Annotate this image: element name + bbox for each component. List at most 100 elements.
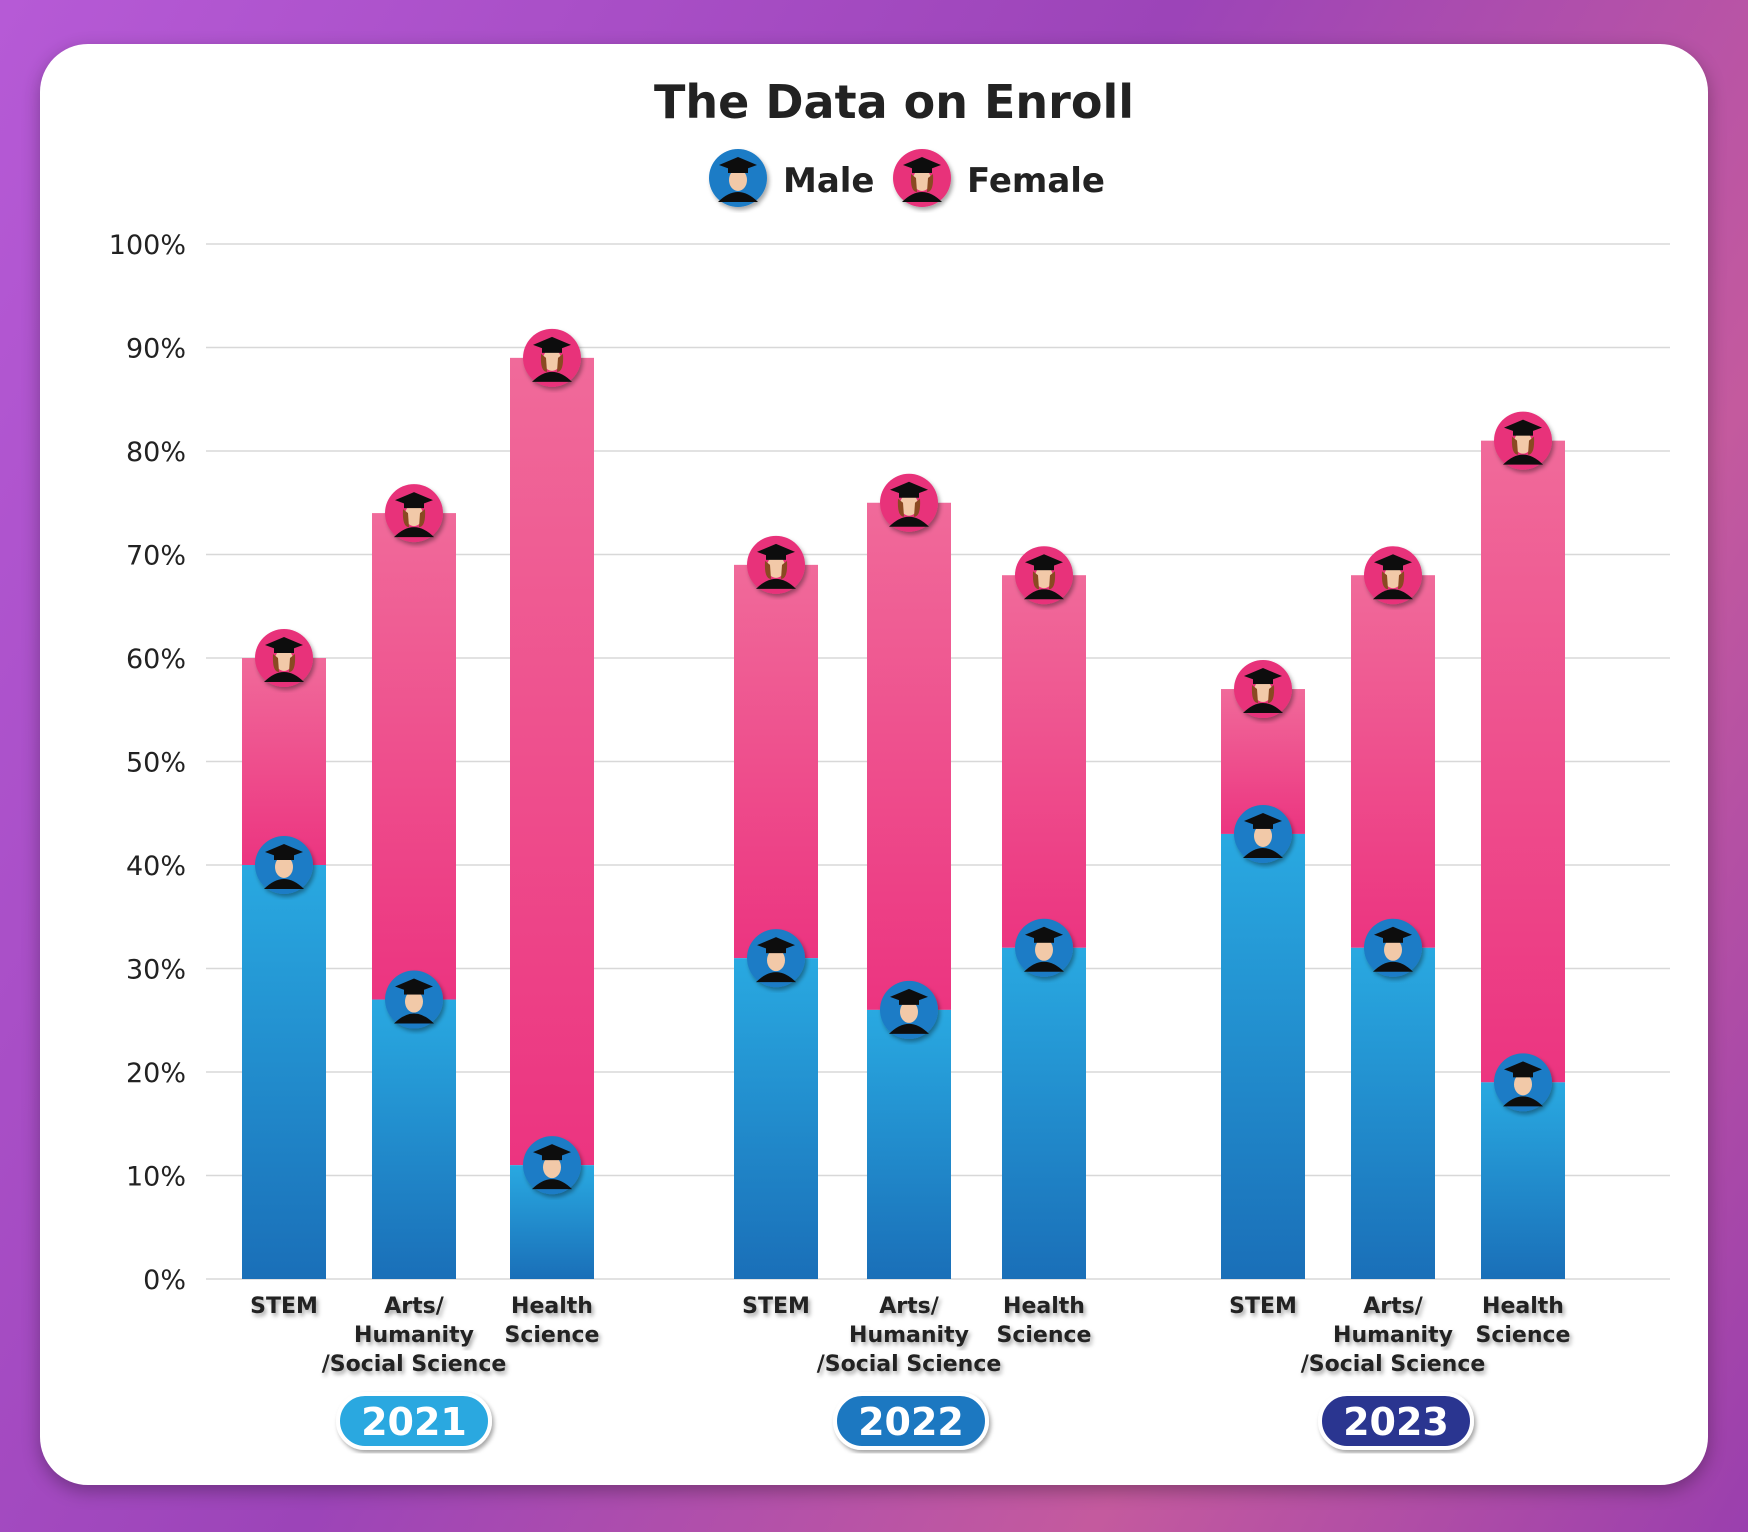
female-graduate-icon xyxy=(1494,411,1552,470)
female-graduate-icon-cap-band xyxy=(1253,678,1273,685)
chart-title: The Data on Enroll xyxy=(654,75,1134,129)
male-graduate-icon-body xyxy=(889,1023,929,1034)
female-graduate-icon-cap-band xyxy=(404,502,424,509)
male-graduate-icon-body xyxy=(1243,847,1283,858)
year-label: 2023 xyxy=(1343,1400,1449,1444)
bar-male xyxy=(867,1009,951,1279)
male-graduate-icon-body xyxy=(718,192,758,202)
x-tick-label: Science xyxy=(505,1323,600,1348)
male-graduate-icon-face xyxy=(1254,824,1272,847)
female-graduate-icon-body xyxy=(394,527,434,538)
female-graduate-icon xyxy=(1015,546,1073,605)
male-graduate-icon-body xyxy=(1503,1096,1543,1107)
x-tick-label: Health xyxy=(1003,1294,1085,1319)
male-graduate-icon xyxy=(385,970,443,1029)
male-graduate-icon-cap-band xyxy=(1513,1071,1533,1078)
x-tick-label: STEM xyxy=(250,1294,318,1319)
x-tick-label: Arts/ xyxy=(879,1294,939,1319)
female-graduate-icon-cap-band xyxy=(1383,564,1403,571)
bars: STEM Arts/Humanity/Social Science Health Sc… xyxy=(242,328,1570,1450)
female-graduate-icon-face xyxy=(1254,680,1272,703)
female-graduate-icon-face xyxy=(913,169,931,191)
male-graduate-icon xyxy=(1494,1053,1552,1112)
year-badge: 2022 xyxy=(833,1392,989,1450)
x-tick-label: Science xyxy=(997,1323,1092,1348)
bar-male xyxy=(1221,833,1305,1279)
y-tick-label: 80% xyxy=(126,437,186,468)
female-graduate-icon-body xyxy=(756,578,796,589)
year-label: 2021 xyxy=(361,1400,467,1444)
male-graduate-icon xyxy=(523,1136,581,1195)
male-graduate-icon-cap-band xyxy=(728,167,748,173)
male-graduate-icon-face xyxy=(543,1156,561,1179)
female-graduate-icon-body xyxy=(1373,589,1413,600)
bar-female xyxy=(372,513,456,1000)
female-graduate-icon-cap-band xyxy=(1513,429,1533,436)
x-tick-label: STEM xyxy=(742,1294,810,1319)
y-tick-label: 20% xyxy=(126,1058,186,1089)
bar-female xyxy=(1351,575,1435,948)
x-tick-label: /Social Science xyxy=(322,1352,507,1377)
female-graduate-icon-hair xyxy=(1381,571,1405,590)
female-graduate-icon xyxy=(385,484,443,543)
x-tick-label: Arts/ xyxy=(1363,1294,1423,1319)
female-graduate-icon xyxy=(523,328,581,387)
male-graduate-icon xyxy=(1364,918,1422,977)
female-graduate-icon xyxy=(255,629,313,687)
male-graduate-icon-cap-band xyxy=(404,988,424,995)
male-graduate-icon-cap-band xyxy=(542,1154,562,1161)
female-graduate-icon xyxy=(1234,660,1292,719)
female-graduate-icon-hair xyxy=(1511,436,1535,455)
x-tick-label: Health xyxy=(1482,1294,1564,1319)
male-graduate-icon xyxy=(747,929,805,988)
female-graduate-icon xyxy=(1364,546,1422,605)
legend: Male Female xyxy=(709,149,1105,207)
year-badge: 2021 xyxy=(336,1392,492,1450)
male-graduate-icon-cap-band xyxy=(1383,936,1403,943)
female-graduate-icon-face xyxy=(767,555,785,578)
male-graduate-icon-face xyxy=(275,856,293,878)
female-graduate-icon-body xyxy=(264,672,304,682)
female-graduate-icon-cap-band xyxy=(542,346,562,353)
male-graduate-icon-body xyxy=(756,972,796,983)
female-graduate-icon xyxy=(747,535,805,594)
y-tick-label: 90% xyxy=(126,334,186,365)
male-graduate-icon-face xyxy=(900,1000,918,1023)
male-graduate-icon-body xyxy=(394,1013,434,1024)
x-tick-label: Health xyxy=(511,1294,593,1319)
female-graduate-icon-face xyxy=(275,649,293,671)
male-graduate-icon-face xyxy=(405,990,423,1013)
female-graduate-icon-cap-band xyxy=(766,553,786,560)
y-tick-label: 100% xyxy=(109,230,186,261)
male-graduate-icon-face xyxy=(729,169,747,191)
bar-female xyxy=(734,564,818,959)
male-graduate-icon-face xyxy=(1035,938,1053,961)
female-graduate-icon-cap-band xyxy=(1034,564,1054,571)
year-label: 2022 xyxy=(858,1400,964,1444)
female-graduate-icon-face xyxy=(543,348,561,371)
y-tick-label: 40% xyxy=(126,851,186,882)
x-tick-label: STEM xyxy=(1229,1294,1297,1319)
year-badge-bg xyxy=(1318,1392,1474,1450)
male-graduate-icon-body xyxy=(1373,961,1413,972)
female-graduate-icon-hair xyxy=(540,353,564,372)
female-graduate-icon-hair xyxy=(402,509,426,528)
x-tick-label: Humanity xyxy=(354,1323,474,1348)
female-graduate-icon-cap-band xyxy=(274,647,294,653)
female-graduate-icon-hair xyxy=(764,560,788,579)
male-graduate-icon-body xyxy=(532,1179,572,1190)
female-graduate-icon-face xyxy=(1384,566,1402,589)
female-graduate-icon-hair xyxy=(272,654,296,672)
year-badge-bg xyxy=(833,1392,989,1450)
legend-label-female: Female xyxy=(967,161,1105,201)
male-graduate-icon-face xyxy=(1514,1073,1532,1096)
female-graduate-icon-body xyxy=(889,516,929,527)
female-graduate-icon-hair xyxy=(1251,685,1275,704)
bar-male xyxy=(1002,947,1086,1279)
male-graduate-icon-cap-band xyxy=(766,947,786,954)
y-tick-label: 60% xyxy=(126,644,186,675)
bar-female xyxy=(1481,440,1565,1083)
male-graduate-icon-body xyxy=(264,879,304,889)
bar-male xyxy=(1351,947,1435,1279)
